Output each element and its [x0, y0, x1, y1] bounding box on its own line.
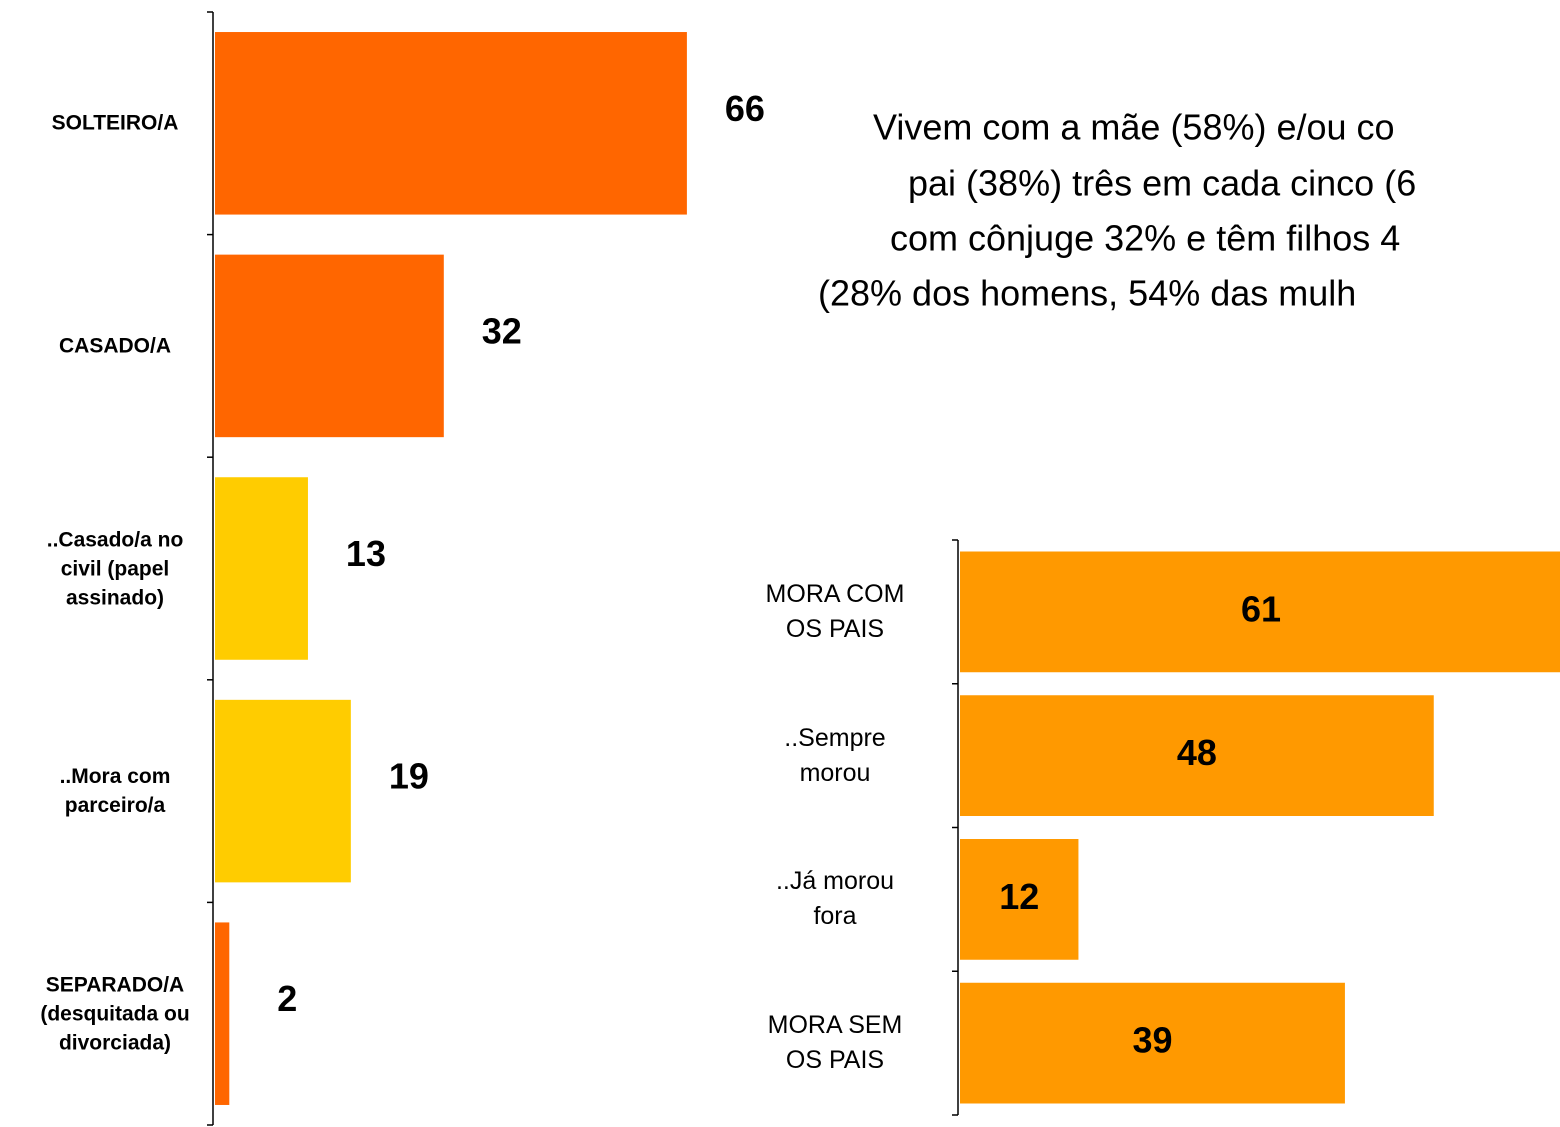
category-label: ..Sempre morou [784, 723, 886, 787]
bar [215, 922, 230, 1105]
bar [960, 551, 1560, 673]
value-label: 39 [1132, 1020, 1172, 1061]
bar [960, 839, 1079, 960]
annotation-line: com cônjuge 32% e têm filhos 4 [890, 218, 1400, 259]
value-label: 61 [1241, 588, 1281, 629]
annotation-line: Vivem com a mãe (58%) e/ou co [873, 107, 1395, 148]
bar [215, 32, 687, 215]
bar [960, 982, 1345, 1104]
annotation-line: (28% dos homens, 54% das mulh [818, 273, 1356, 314]
category-label: MORA SEM OS PAIS [767, 1011, 903, 1075]
bar [215, 254, 444, 438]
bar [215, 477, 308, 660]
category-label: SOLTEIRO/A [51, 111, 179, 135]
value-label: 32 [482, 310, 522, 351]
value-label: 12 [999, 876, 1039, 917]
category-label: ..Já morou fora [775, 867, 895, 931]
category-label: ..Casado/a no civil (papel assinado) [46, 528, 184, 609]
value-label: 19 [389, 756, 429, 797]
category-label: MORA COM OS PAIS [765, 579, 905, 643]
value-label: 66 [725, 88, 765, 129]
value-label: 13 [346, 533, 386, 574]
bar [960, 695, 1434, 816]
value-label: 48 [1177, 732, 1217, 773]
annotation-line: pai (38%) três em cada cinco (6 [908, 163, 1416, 204]
category-label: SEPARADO/A (desquitada ou divorciada) [40, 973, 190, 1055]
value-label: 2 [277, 978, 297, 1019]
category-label: CASADO/A [58, 334, 171, 358]
category-label: ..Mora com parceiro/a [59, 765, 171, 818]
bar [215, 699, 351, 883]
